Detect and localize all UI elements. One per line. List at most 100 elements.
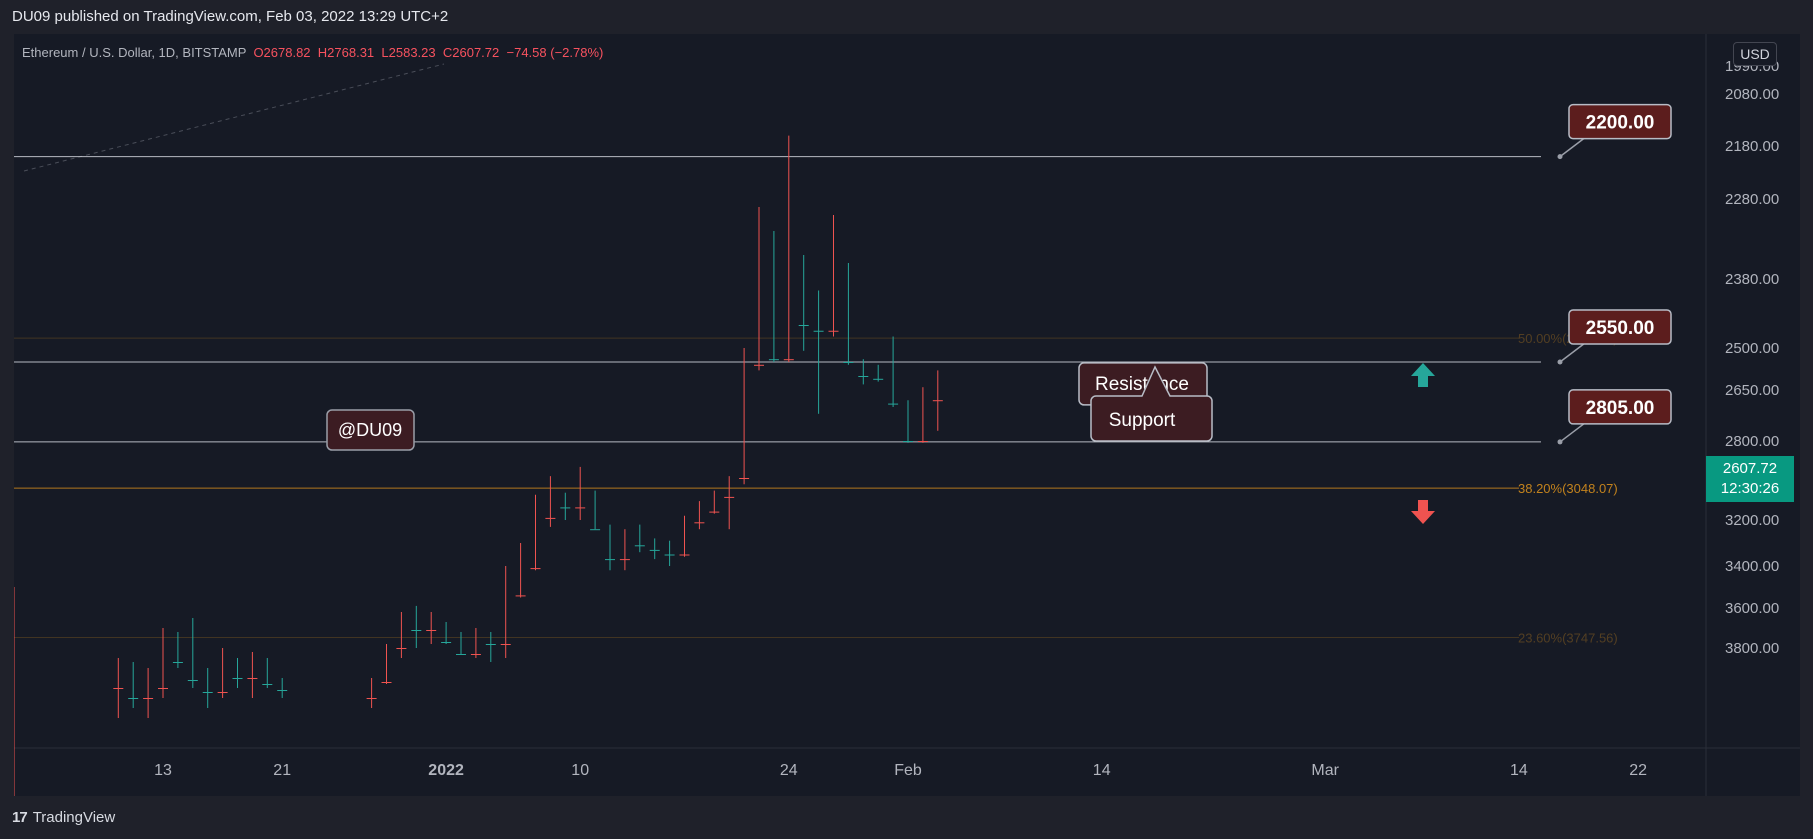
footer-brand[interactable]: TradingView xyxy=(32,808,116,826)
y-axis-tick-label: 3400.00 xyxy=(1725,558,1779,575)
level-callout-box xyxy=(1568,389,1672,425)
candle-body xyxy=(858,376,869,377)
last-price: 2607.72 xyxy=(1722,460,1778,477)
change-value: −74.58 (−2.78%) xyxy=(506,45,604,60)
candle-body xyxy=(575,507,586,509)
candle-body xyxy=(873,378,884,380)
bar-countdown: 12:30:26 xyxy=(1720,480,1780,497)
candle-body xyxy=(396,648,407,649)
candle-body xyxy=(187,680,198,681)
candle-body xyxy=(158,688,168,689)
candle-body xyxy=(217,692,228,693)
candle-body xyxy=(113,688,124,689)
level-callout-label: 2550.00 xyxy=(1586,318,1655,339)
candle-body xyxy=(828,330,839,332)
candle-body xyxy=(456,654,466,655)
level-callout-dot xyxy=(1557,439,1563,445)
candle-body xyxy=(783,359,794,361)
y-axis-tick-label: 2180.00 xyxy=(1725,138,1779,155)
symbol-label: Ethereum / U.S. Dollar, 1D, BITSTAMP xyxy=(22,45,247,60)
candle-body xyxy=(739,478,750,479)
candle-body xyxy=(619,559,630,561)
candle-body xyxy=(441,642,452,643)
x-axis-tick-label: Feb xyxy=(894,762,922,779)
candle-body xyxy=(932,400,943,402)
x-axis-tick-label: 22 xyxy=(1629,762,1647,779)
candle-body xyxy=(500,644,511,645)
candle-body xyxy=(232,678,243,679)
level-callout-label: 2200.00 xyxy=(1586,113,1655,134)
x-axis-tick-label: 24 xyxy=(780,762,798,779)
level-callout-box xyxy=(1568,309,1672,345)
level-callout-dot xyxy=(1557,154,1563,160)
publisher-header: DU09 published on TradingView.com, Feb 0… xyxy=(12,8,449,25)
candle-body xyxy=(366,698,377,699)
x-axis-tick-label: 10 xyxy=(571,762,589,779)
support-callout xyxy=(1090,365,1213,442)
candle-body xyxy=(649,549,660,551)
level-callout-label: 2805.00 xyxy=(1586,398,1655,419)
candle-body xyxy=(754,364,764,366)
low-value: L2583.23 xyxy=(381,45,436,60)
price-chart[interactable]: 23.60%(3747.56)38.20%(3048.07)50.00%(248… xyxy=(14,34,1800,796)
green-up-arrow-icon xyxy=(1411,363,1435,387)
candle-body xyxy=(247,678,258,679)
candle-body xyxy=(485,644,496,645)
x-axis-tick-label: 2022 xyxy=(428,762,464,779)
candle-body xyxy=(381,682,392,683)
last-price-tag: 2607.72 12:30:26 xyxy=(1706,456,1794,502)
open-value: O2678.82 xyxy=(253,45,311,60)
candle-body xyxy=(813,330,824,332)
currency-button[interactable]: USD xyxy=(1733,42,1777,66)
candle-body xyxy=(724,496,735,498)
candle-body xyxy=(426,630,437,631)
fib-level-label: 38.20%(3048.07) xyxy=(1518,481,1618,496)
candle-body xyxy=(590,529,601,531)
footer: 17 TradingView xyxy=(12,806,115,828)
level-callout-box xyxy=(1568,103,1672,140)
y-axis-tick-label: 3800.00 xyxy=(1725,640,1779,657)
candle-body xyxy=(903,441,913,442)
level-callout-dot xyxy=(1557,359,1563,365)
y-axis-tick-label: 2500.00 xyxy=(1725,340,1779,357)
candle-body xyxy=(202,692,213,693)
candle-body xyxy=(545,517,556,519)
tradingview-logo-icon[interactable]: 17 xyxy=(12,808,28,826)
dashed-trend-line xyxy=(23,63,445,172)
candle-body xyxy=(768,359,779,361)
watermark-callout xyxy=(326,409,415,451)
candle-body xyxy=(560,507,571,509)
ohlc-legend: Ethereum / U.S. Dollar, 1D, BITSTAMP O26… xyxy=(22,45,603,60)
candle-body xyxy=(679,554,690,556)
candle-body xyxy=(277,690,288,691)
candle-body xyxy=(128,698,139,699)
candle-body xyxy=(143,698,154,699)
close-value: C2607.72 xyxy=(442,45,500,60)
chart-area[interactable] xyxy=(14,34,1800,796)
x-axis-tick-label: 14 xyxy=(1093,762,1111,779)
candle-body xyxy=(888,403,899,405)
candle-body xyxy=(515,595,526,597)
red-down-arrow-icon xyxy=(1411,500,1435,524)
y-axis-tick-label: 3200.00 xyxy=(1725,512,1779,529)
candle-body xyxy=(634,545,645,547)
candle-body xyxy=(172,662,183,663)
candle-body xyxy=(530,568,541,570)
y-axis-tick-label: 2080.00 xyxy=(1725,86,1779,103)
y-axis-tick-label: 2280.00 xyxy=(1725,191,1779,208)
x-axis-tick-label: 21 xyxy=(273,762,291,779)
support-label: Support xyxy=(1109,410,1176,431)
x-axis-tick-label: 14 xyxy=(1510,762,1528,779)
candle-body xyxy=(470,654,481,655)
candle-body xyxy=(262,684,273,685)
candle-body xyxy=(664,554,675,556)
candle-body xyxy=(694,522,705,524)
candle-body xyxy=(843,362,854,363)
x-axis-tick-label: 13 xyxy=(154,762,172,779)
candle-body xyxy=(798,325,809,326)
high-value: H2768.31 xyxy=(317,45,375,60)
fib-level-label: 23.60%(3747.56) xyxy=(1518,631,1618,646)
y-axis-tick-label: 3600.00 xyxy=(1725,600,1779,617)
resistance-label: Resistance xyxy=(1095,374,1189,395)
candle-body xyxy=(411,630,422,631)
